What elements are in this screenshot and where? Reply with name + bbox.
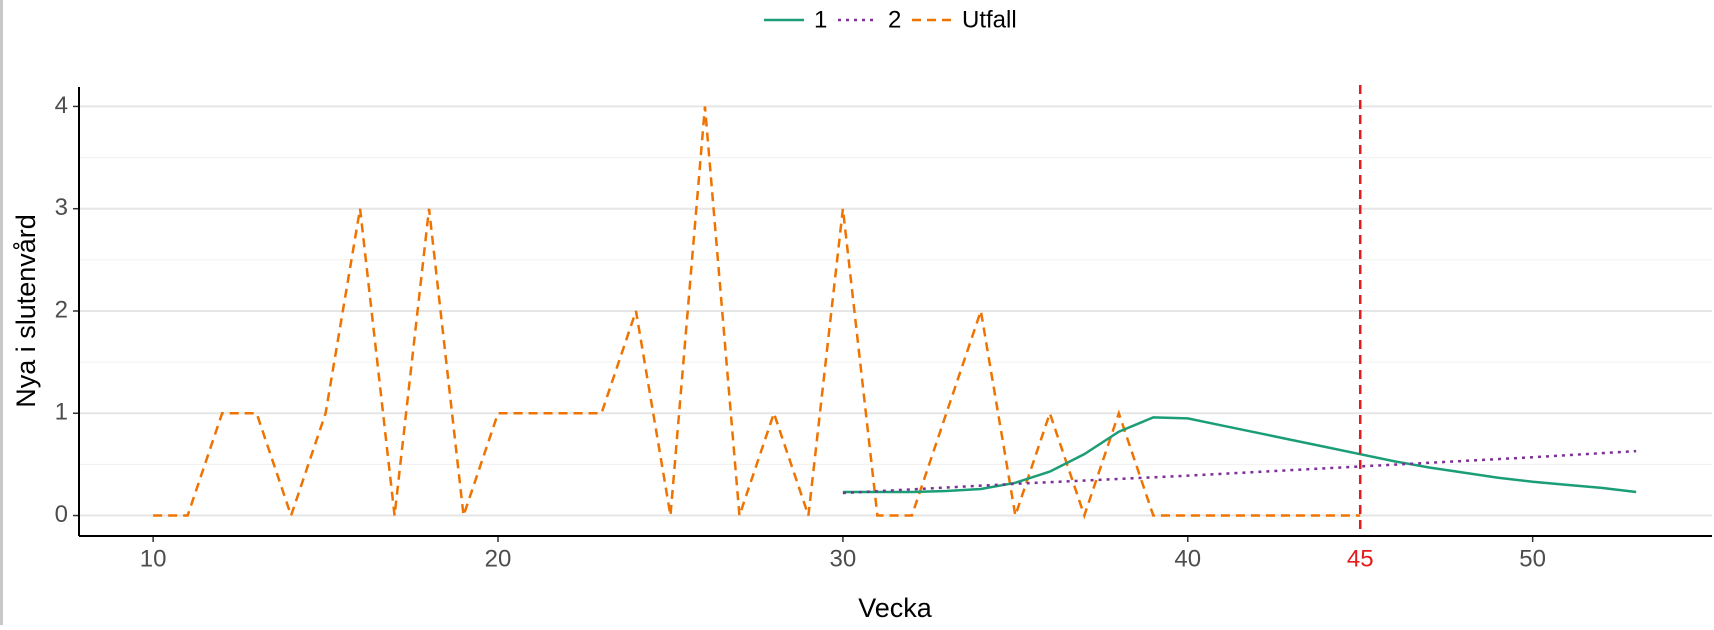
- y-tick-label: 4: [55, 92, 68, 119]
- line-series: [153, 106, 1361, 520]
- line-series: [842, 416, 1637, 494]
- legend-label: Utfall: [962, 6, 1017, 33]
- y-tick-label: 1: [55, 399, 68, 426]
- y-axis-title: Nya i slutenvård: [11, 214, 41, 408]
- reference-label: 45: [1347, 545, 1374, 572]
- x-tick-label: 20: [485, 545, 512, 572]
- window-edge: [0, 0, 3, 625]
- y-tick-label: 0: [55, 501, 68, 528]
- line-series: [842, 449, 1637, 495]
- x-tick-label: 50: [1519, 545, 1546, 572]
- y-tick-label: 3: [55, 194, 68, 221]
- legend-label: 2: [888, 6, 901, 33]
- x-tick-label: 30: [830, 545, 857, 572]
- x-tick-label: 10: [140, 545, 167, 572]
- legend-label: 1: [814, 6, 827, 33]
- x-axis-title: Vecka: [858, 593, 933, 623]
- y-tick-label: 2: [55, 296, 68, 323]
- x-tick-label: 40: [1174, 545, 1201, 572]
